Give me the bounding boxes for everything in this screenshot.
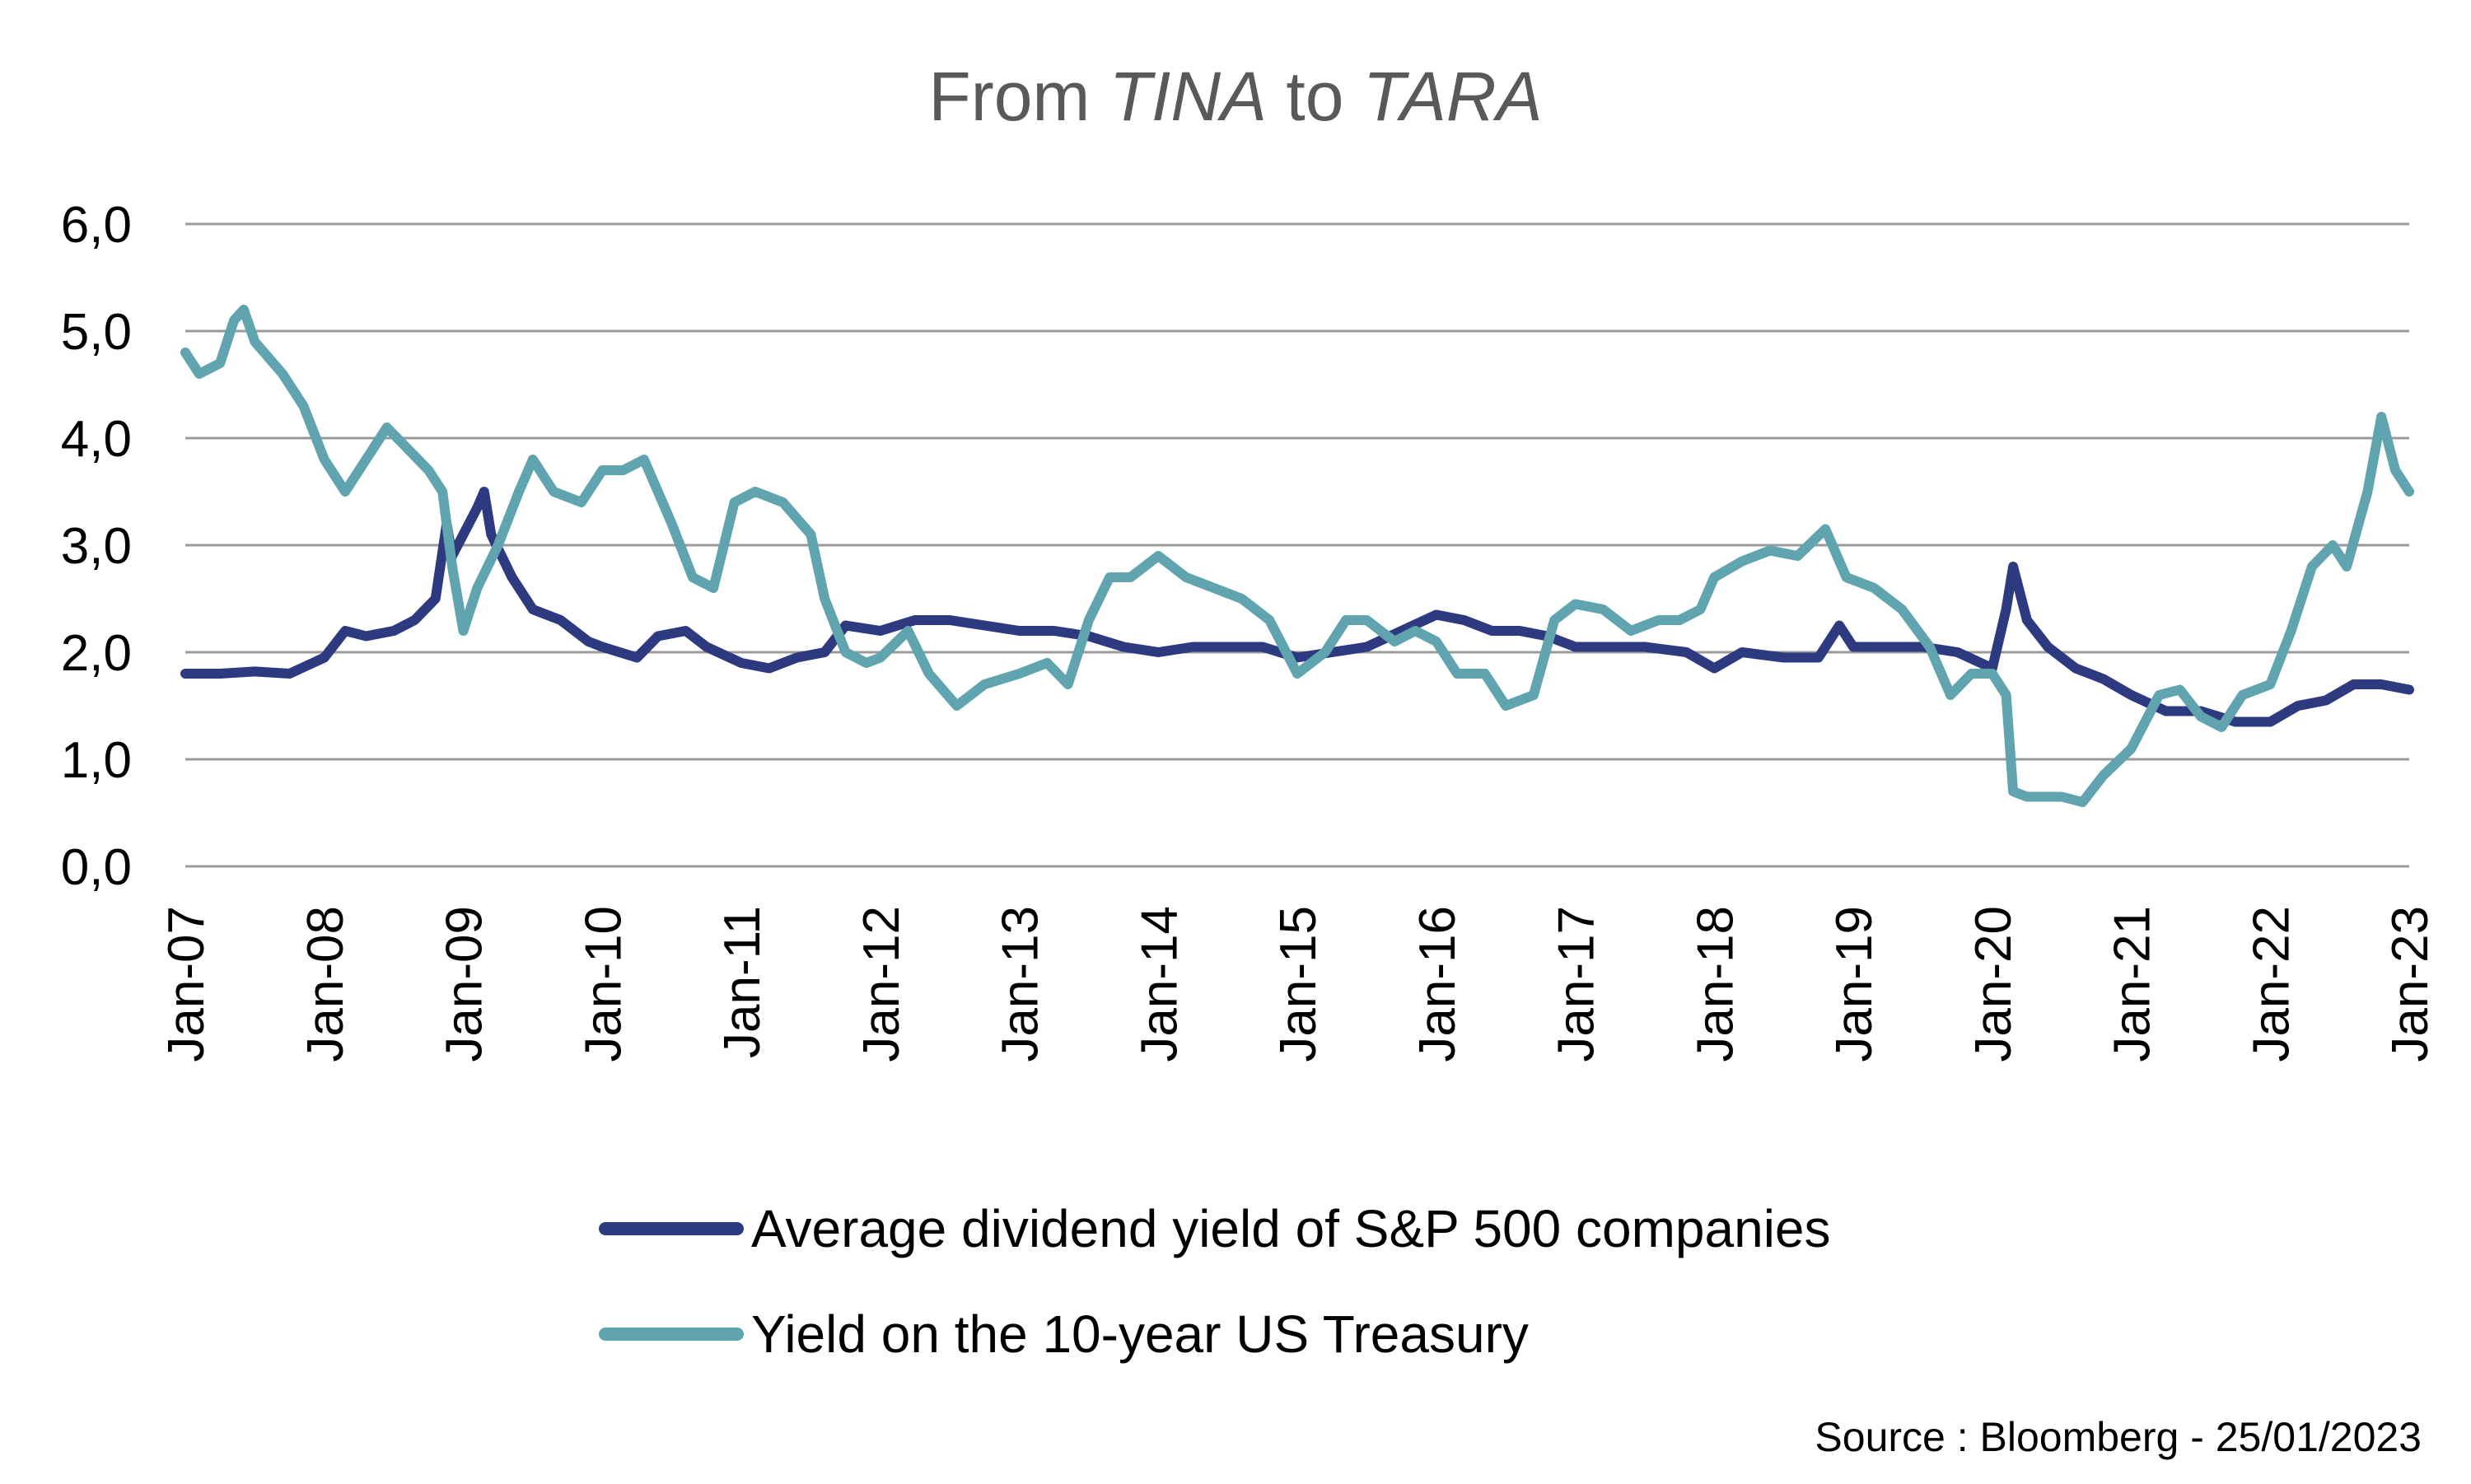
x-tick-label: Jan-22 [2243, 906, 2300, 1062]
y-axis-tick-labels: 0,0 1,0 2,0 3,0 4,0 5,0 6,0 [61, 197, 132, 896]
y-tick-label: 1,0 [61, 732, 132, 789]
chart-title: From TINA to TARA [928, 58, 1542, 135]
chart-title-part: to [1267, 58, 1363, 135]
series-line-0 [180, 487, 2414, 727]
x-tick-label: Jan-17 [1548, 906, 1605, 1062]
x-tick-label: Jan-08 [297, 906, 354, 1062]
legend-label-1: Yield on the 10-year US Treasury [751, 1304, 1529, 1364]
x-tick-label: Jan-07 [158, 906, 215, 1062]
x-tick-label: Jan-11 [714, 906, 771, 1058]
series-lines [180, 305, 2414, 807]
x-tick-label: Jan-18 [1687, 906, 1744, 1062]
x-tick-label: Jan-21 [2104, 906, 2161, 1062]
x-tick-label: Jan-19 [1826, 906, 1883, 1062]
x-axis-tick-labels: Jan-07 Jan-08 Jan-09 Jan-10 Jan-11 Jan-12 Jan-… [158, 906, 2439, 1062]
y-tick-label: 5,0 [61, 304, 132, 361]
x-tick-label: Jan-23 [2382, 906, 2439, 1062]
x-tick-label: Jan-10 [575, 906, 632, 1062]
y-tick-label: 2,0 [61, 625, 132, 682]
x-tick-label: Jan-13 [993, 906, 1049, 1062]
y-tick-label: 4,0 [61, 411, 132, 468]
legend: Average dividend yield of S&P 500 compan… [599, 1199, 1831, 1364]
y-tick-label: 3,0 [61, 518, 132, 575]
y-tick-label: 6,0 [61, 197, 132, 254]
series-line-1 [180, 305, 2414, 807]
y-tick-label: 0,0 [61, 839, 132, 896]
source-note: Source : Bloomberg - 25/01/2023 [1815, 1414, 2422, 1460]
x-tick-label: Jan-20 [1965, 906, 2022, 1062]
x-tick-label: Jan-12 [853, 906, 910, 1062]
chart-title-part: TARA [1363, 58, 1543, 135]
x-tick-label: Jan-09 [437, 906, 493, 1062]
chart-title-part: TINA [1109, 58, 1267, 135]
gridlines [185, 222, 2409, 868]
x-tick-label: Jan-15 [1270, 906, 1327, 1062]
legend-label-0: Average dividend yield of S&P 500 compan… [751, 1199, 1831, 1258]
x-tick-label: Jan-16 [1409, 906, 1466, 1062]
x-tick-label: Jan-14 [1131, 906, 1188, 1062]
chart-title-part: From [928, 58, 1109, 135]
